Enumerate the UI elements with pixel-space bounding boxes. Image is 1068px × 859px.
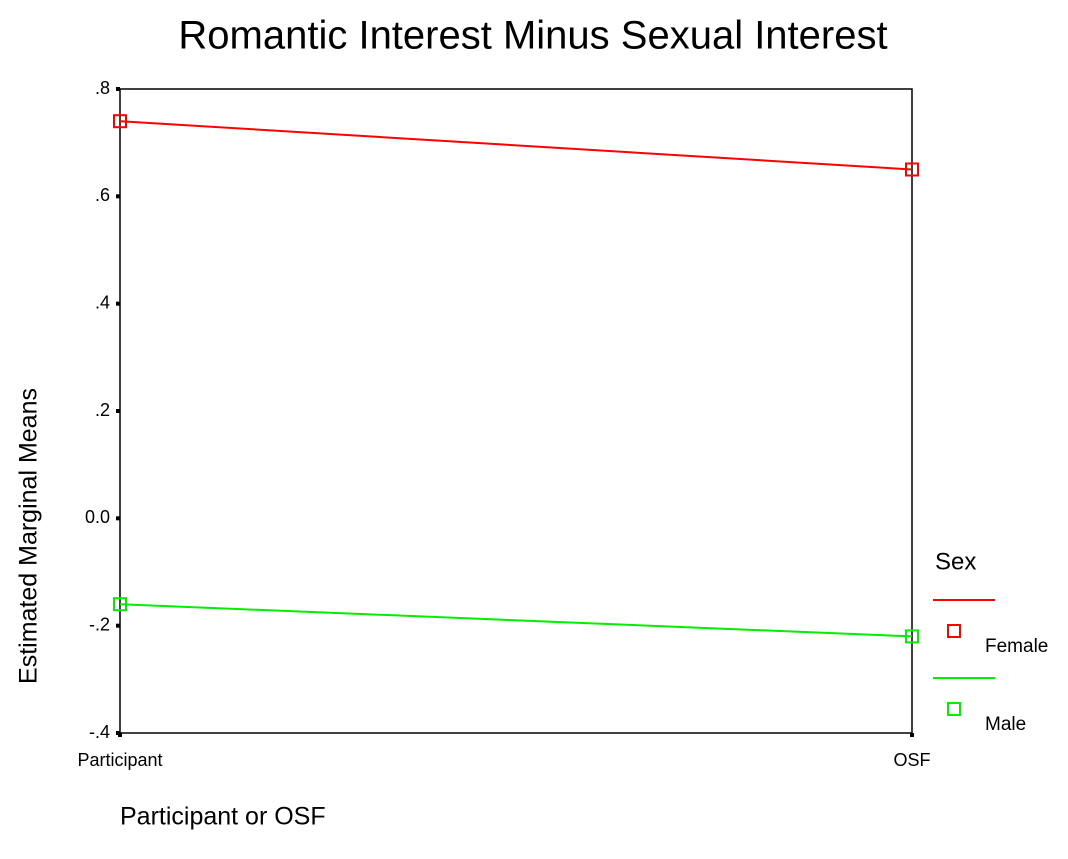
series-line [119,120,913,171]
data-marker [113,597,127,612]
y-tick-label: 0.0 [85,507,110,527]
data-marker [113,114,127,129]
series-line [119,603,913,638]
x-axis-label: Participant or OSF [120,803,326,831]
legend-label: Male [985,714,1026,735]
x-tick-label: OSF [893,750,930,770]
legend-marker [947,702,961,716]
y-tick-label: .2 [95,400,110,420]
y-tick-label: .8 [95,78,110,98]
legend-label: Female [985,636,1048,657]
legend-title: Sex [935,548,976,575]
y-tick-label: -.4 [89,722,110,742]
plot-frame [119,88,913,734]
legend-marker [947,624,961,638]
data-marker [905,629,919,644]
y-axis-label: Estimated Marginal Means [15,388,43,684]
y-tick-label: .6 [95,185,110,205]
y-tick-label: .4 [95,292,110,312]
data-marker [905,162,919,177]
chart-title: Romantic Interest Minus Sexual Interest [178,14,887,58]
y-tick-label: -.2 [89,614,110,634]
x-tick-label: Participant [77,750,162,770]
